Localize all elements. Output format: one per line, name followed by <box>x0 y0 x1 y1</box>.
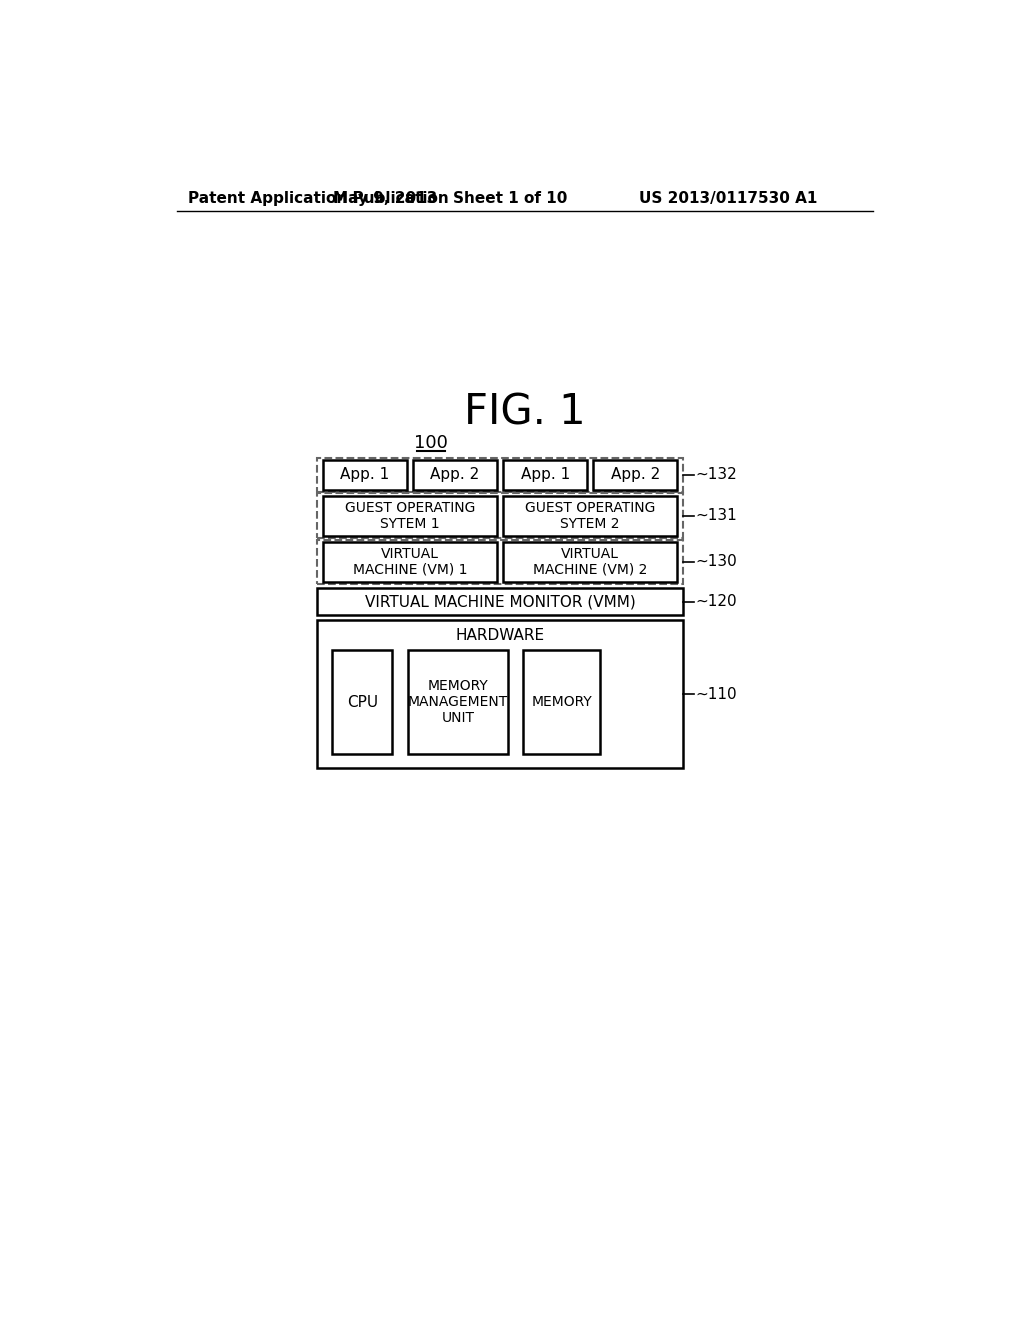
FancyBboxPatch shape <box>323 496 497 536</box>
Text: GUEST OPERATING
SYTEM 2: GUEST OPERATING SYTEM 2 <box>525 500 655 531</box>
FancyBboxPatch shape <box>323 543 497 582</box>
Text: ~120: ~120 <box>695 594 737 609</box>
Text: CPU: CPU <box>347 694 378 710</box>
FancyBboxPatch shape <box>333 649 392 755</box>
FancyBboxPatch shape <box>413 461 497 490</box>
FancyBboxPatch shape <box>316 494 683 539</box>
Text: 100: 100 <box>414 434 447 453</box>
Text: US 2013/0117530 A1: US 2013/0117530 A1 <box>639 191 817 206</box>
Text: App. 1: App. 1 <box>520 467 569 482</box>
Text: MEMORY
MANAGEMENT
UNIT: MEMORY MANAGEMENT UNIT <box>408 678 508 725</box>
Text: App. 2: App. 2 <box>610 467 659 482</box>
FancyBboxPatch shape <box>323 461 407 490</box>
Text: GUEST OPERATING
SYTEM 1: GUEST OPERATING SYTEM 1 <box>345 500 475 531</box>
Text: App. 1: App. 1 <box>340 467 390 482</box>
Text: App. 2: App. 2 <box>430 467 479 482</box>
Text: ~110: ~110 <box>695 686 737 702</box>
FancyBboxPatch shape <box>503 543 677 582</box>
FancyBboxPatch shape <box>316 620 683 768</box>
Text: Patent Application Publication: Patent Application Publication <box>188 191 450 206</box>
Text: VIRTUAL
MACHINE (VM) 2: VIRTUAL MACHINE (VM) 2 <box>534 546 647 577</box>
FancyBboxPatch shape <box>316 458 683 492</box>
FancyBboxPatch shape <box>316 540 683 585</box>
FancyBboxPatch shape <box>503 461 587 490</box>
Text: MEMORY: MEMORY <box>531 696 592 709</box>
Text: HARDWARE: HARDWARE <box>456 628 545 643</box>
Text: ~132: ~132 <box>695 467 737 482</box>
FancyBboxPatch shape <box>503 496 677 536</box>
FancyBboxPatch shape <box>408 649 508 755</box>
FancyBboxPatch shape <box>593 461 677 490</box>
FancyBboxPatch shape <box>316 589 683 615</box>
Text: ~130: ~130 <box>695 554 737 569</box>
Text: VIRTUAL
MACHINE (VM) 1: VIRTUAL MACHINE (VM) 1 <box>353 546 467 577</box>
FancyBboxPatch shape <box>523 649 600 755</box>
Text: ~131: ~131 <box>695 508 737 523</box>
Text: VIRTUAL MACHINE MONITOR (VMM): VIRTUAL MACHINE MONITOR (VMM) <box>365 594 636 609</box>
Text: May 9, 2013   Sheet 1 of 10: May 9, 2013 Sheet 1 of 10 <box>333 191 567 206</box>
Text: FIG. 1: FIG. 1 <box>464 392 586 433</box>
